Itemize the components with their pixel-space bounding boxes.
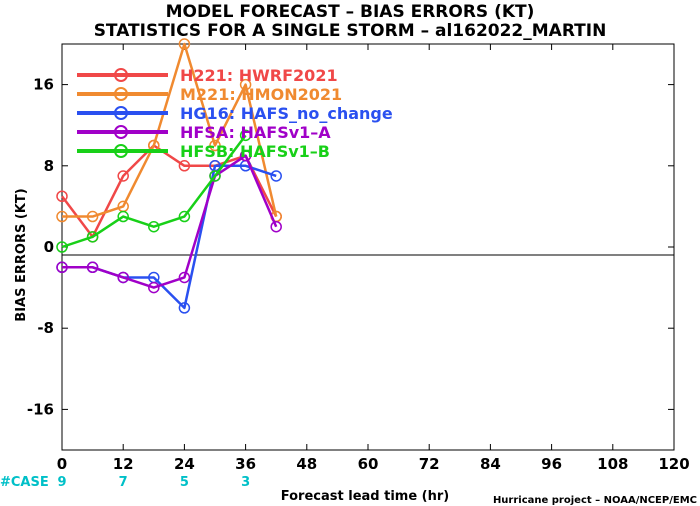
y-axis-label: BIAS ERRORS (KT)	[14, 188, 29, 321]
data-point	[178, 38, 191, 50]
data-point	[178, 271, 191, 284]
legend-label: HFSB: HAFSv1–B	[180, 142, 330, 161]
case-counts: #CASE 9 7 5 3	[0, 475, 250, 490]
legend-item: HFSA: HAFSv1–A	[77, 123, 331, 142]
series-layer	[56, 38, 282, 314]
y-tick-label: 16	[33, 76, 54, 94]
data-point	[56, 190, 68, 202]
x-tick-label: 108	[597, 455, 628, 473]
legend-marker	[114, 106, 128, 120]
x-tick-label: 36	[235, 455, 256, 473]
legend-label: H221: HWRF2021	[180, 66, 338, 85]
data-point	[178, 302, 191, 314]
case-count: 7	[119, 475, 128, 490]
legend-item: HFSB: HAFSv1–B	[77, 142, 330, 161]
chart-title: MODEL FORECAST – BIAS ERRORS (KT)	[166, 2, 535, 22]
data-point	[86, 261, 99, 274]
data-point	[56, 241, 68, 253]
data-point	[117, 271, 129, 284]
case-count: 3	[241, 475, 250, 490]
case-count: 9	[57, 475, 66, 490]
legend-item: H221: HWRF2021	[77, 66, 338, 85]
case-label: #CASE	[0, 475, 49, 490]
data-point	[56, 210, 68, 223]
data-point	[117, 210, 129, 223]
x-tick-label: 60	[358, 455, 379, 473]
x-tick-label: 72	[419, 455, 440, 473]
legend-item: M221: HMON2021	[77, 85, 342, 104]
credit-text: Hurricane project – NOAA/NCEP/EMC	[493, 495, 697, 506]
data-point	[239, 129, 252, 142]
data-point	[270, 170, 282, 182]
y-tick-label: -8	[37, 319, 54, 337]
y-axis-ticks: 16 8 0 -8 -16	[27, 76, 674, 418]
y-tick-label: 0	[44, 238, 54, 256]
data-point	[178, 210, 191, 223]
case-count: 5	[180, 475, 189, 490]
legend-label: HFSA: HAFSv1–A	[180, 123, 331, 142]
data-point	[148, 281, 160, 294]
data-point	[270, 220, 282, 233]
data-point	[86, 210, 99, 223]
x-tick-label: 48	[296, 455, 317, 473]
legend-marker	[114, 144, 128, 158]
data-point	[148, 220, 160, 233]
x-tick-label: 120	[658, 455, 689, 473]
x-tick-label: 12	[113, 455, 134, 473]
series-line	[61, 134, 247, 249]
data-point	[178, 160, 191, 172]
x-tick-label: 0	[57, 455, 67, 473]
data-point	[209, 170, 221, 182]
data-point	[56, 261, 68, 274]
legend-marker	[114, 68, 128, 82]
legend-item: HG16: HAFS_no_change	[77, 104, 393, 123]
series-group	[56, 129, 252, 253]
data-point	[117, 170, 129, 182]
chart-subtitle: STATISTICS FOR A SINGLE STORM – al162022…	[94, 21, 607, 41]
legend-marker	[114, 87, 128, 101]
x-tick-label: 96	[541, 455, 562, 473]
x-tick-label: 24	[174, 455, 195, 473]
x-tick-label: 84	[480, 455, 501, 473]
x-axis-ticks: 0 12 24 36 48 60 72 84 96 108 120	[57, 44, 690, 473]
y-tick-label: 8	[44, 157, 54, 175]
data-point	[86, 231, 99, 243]
y-tick-label: -16	[27, 400, 54, 418]
data-point	[239, 149, 252, 162]
legend-marker	[114, 125, 128, 139]
data-point	[239, 78, 252, 91]
legend-label: M221: HMON2021	[180, 85, 342, 104]
legend-label: HG16: HAFS_no_change	[180, 104, 393, 123]
x-axis-label: Forecast lead time (hr)	[281, 489, 449, 504]
data-point	[209, 139, 221, 152]
